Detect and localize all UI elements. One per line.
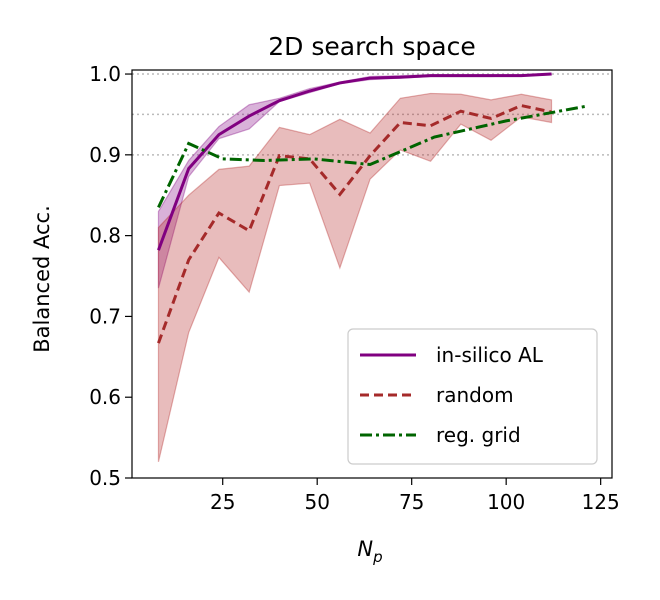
x-tick-label: 100 xyxy=(487,490,525,514)
y-tick-label: 0.7 xyxy=(89,304,121,328)
band-random xyxy=(157,92,553,462)
y-tick-label: 0.8 xyxy=(89,224,121,248)
y-tick-label: 0.5 xyxy=(89,466,121,490)
legend-items: in-silico AL random reg. grid xyxy=(360,343,544,447)
series-line-reg-grid xyxy=(157,104,586,208)
x-axis-ticks: 25 50 75 100 125 xyxy=(210,478,620,514)
y-axis-ticks: 0.5 0.6 0.7 0.8 0.9 1.0 xyxy=(89,62,132,490)
x-tick-label: 25 xyxy=(210,490,235,514)
legend-box xyxy=(347,328,598,465)
series-lines xyxy=(157,72,586,344)
plot-frame xyxy=(131,69,613,479)
x-tick-label: 50 xyxy=(304,490,329,514)
x-tick-label: 75 xyxy=(399,490,424,514)
y-tick-label: 1.0 xyxy=(89,62,121,86)
legend-label: in-silico AL xyxy=(436,343,544,367)
x-axis-label-subscript: p xyxy=(372,548,383,566)
series-line-random xyxy=(157,103,552,344)
legend: in-silico AL random reg. grid xyxy=(347,328,598,465)
plot-area xyxy=(131,69,613,479)
y-tick-label: 0.6 xyxy=(89,385,121,409)
series-line-in-silico-al xyxy=(157,72,552,251)
x-axis-label-main: N xyxy=(357,537,373,561)
x-tick-label: 125 xyxy=(582,490,620,514)
legend-label: random xyxy=(436,383,514,407)
chart-title: 2D search space xyxy=(268,32,475,61)
y-tick-label: 0.9 xyxy=(89,143,121,167)
y-axis-label: Balanced Acc. xyxy=(30,205,54,353)
legend-label: reg. grid xyxy=(436,423,521,447)
x-axis-label: Np xyxy=(357,537,382,566)
